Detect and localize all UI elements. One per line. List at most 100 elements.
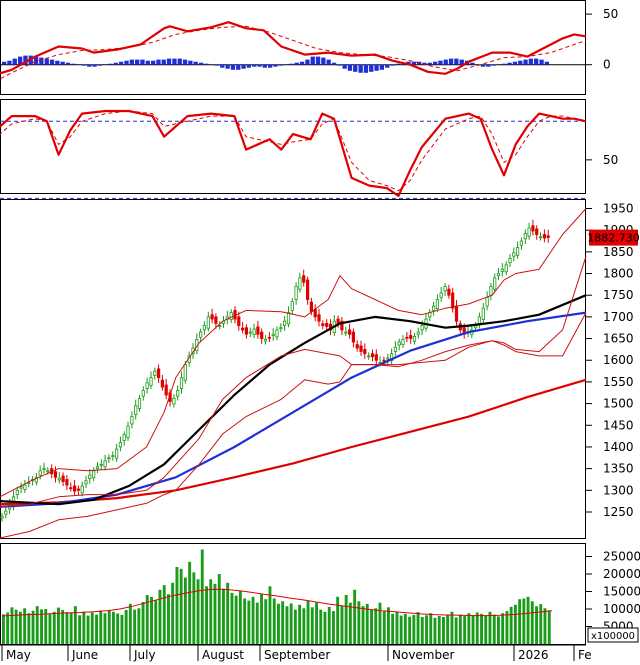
volume-bar [238, 590, 242, 644]
volume-bar [433, 617, 437, 645]
x-axis-label: September [264, 648, 330, 662]
volume-bar [467, 613, 471, 644]
price-candle-body [519, 240, 524, 246]
volume-bar [52, 611, 56, 644]
volume-bar [209, 579, 213, 645]
macd-histogram-bar [198, 62, 204, 65]
volume-bar [336, 596, 340, 645]
macd-histogram-bar [257, 64, 262, 67]
volume-bar [399, 615, 403, 644]
price-candle-body [351, 331, 356, 343]
volume-bar [357, 601, 361, 644]
x-axis-label: August [202, 648, 244, 662]
volume-bar [471, 615, 475, 644]
volume-bar [488, 611, 492, 644]
macd-histogram-bar [427, 62, 432, 65]
macd-histogram-bar [502, 63, 507, 65]
price-candle-body [248, 331, 252, 334]
volume-bar [480, 613, 483, 644]
price-candle-body [95, 466, 100, 470]
volume-bar [285, 606, 289, 644]
price-candle-body [229, 312, 233, 320]
macd-histogram-bar [294, 62, 299, 65]
macd-histogram-bar [2, 61, 7, 65]
price-candle-body [218, 325, 222, 328]
price-candle-body [389, 353, 394, 362]
macd-histogram-bar [539, 59, 544, 65]
macd-histogram-bar [321, 57, 326, 65]
macd-histogram-bar [544, 61, 549, 65]
volume-bar [120, 615, 124, 644]
macd-histogram-bar [262, 64, 267, 68]
price-candle-body [535, 228, 539, 235]
price-axis-tick-label: 1850 [603, 245, 634, 259]
volume-bar [107, 610, 111, 645]
macd-histogram-bar [395, 63, 400, 65]
macd-histogram-bar [299, 61, 305, 65]
macd-histogram-bar [7, 60, 12, 65]
price-candle-body [412, 335, 417, 342]
volume-bar [450, 611, 454, 644]
macd-histogram-bar [448, 58, 454, 65]
price-candle-body [172, 397, 176, 405]
macd-histogram-bar [268, 64, 273, 68]
price-axis-tick-label: 1450 [603, 418, 634, 432]
price-candle-body [23, 484, 27, 490]
macd-series-line [0, 21, 587, 75]
macd-histogram-bar [347, 64, 353, 71]
volume-bar [95, 614, 98, 644]
macd-histogram-bar [480, 64, 486, 67]
price-candle-body [4, 510, 8, 515]
volume-bar [497, 616, 500, 644]
volume-bar [247, 600, 251, 644]
price-candle-body [363, 348, 367, 355]
volume-bar [192, 572, 196, 645]
volume-bar [230, 592, 234, 644]
macd-histogram-bar [411, 61, 416, 65]
price-candle-body [538, 236, 543, 239]
macd-histogram-bar [124, 60, 129, 65]
volume-bar [547, 610, 551, 644]
price-candle-body [122, 434, 126, 441]
volume-bar [509, 606, 513, 644]
price-candle-body [57, 477, 61, 481]
volume-bar [90, 612, 94, 644]
macd-histogram-bar [305, 59, 310, 65]
volume-bar [171, 582, 175, 645]
volume-bar [327, 606, 331, 644]
macd-histogram-bar [92, 64, 97, 67]
macd-histogram-bar [363, 64, 369, 73]
price-candle-body [321, 323, 325, 326]
price-candle-body [485, 296, 489, 307]
volume-bar [319, 609, 323, 644]
price-candle-body [76, 488, 80, 491]
price-candle-body [523, 233, 527, 240]
volume-bar [128, 603, 132, 645]
volume-bar [420, 617, 424, 644]
volume-bar [505, 611, 509, 644]
volume-bar [277, 603, 280, 645]
volume-bar [302, 608, 306, 644]
macd-panel: 50 0 [0, 0, 618, 95]
price-candle-body [134, 405, 138, 415]
price-candle-body [439, 292, 443, 298]
x-axis-label: May [6, 648, 31, 662]
price-candle-body [156, 368, 161, 378]
x-axis-label: Fe [578, 648, 592, 662]
price-axis-tick-label: 1550 [603, 375, 634, 389]
price-candle-body [137, 397, 142, 409]
price-candle-body [240, 327, 245, 331]
price-candle-body [401, 338, 405, 345]
price-candle-body [88, 474, 92, 480]
price-candle-body [115, 448, 119, 459]
volume-axis-tick-label: 10000 [603, 602, 640, 616]
price-candle-body [183, 364, 187, 381]
macd-histogram-bar [374, 64, 379, 71]
volume-bar [57, 607, 60, 644]
volume-bar [281, 601, 285, 644]
price-candle-body [149, 377, 153, 386]
price-candle-body [176, 390, 180, 397]
macd-histogram-bar [49, 59, 55, 65]
macd-histogram-bar [438, 60, 443, 65]
volume-bar [226, 582, 230, 645]
